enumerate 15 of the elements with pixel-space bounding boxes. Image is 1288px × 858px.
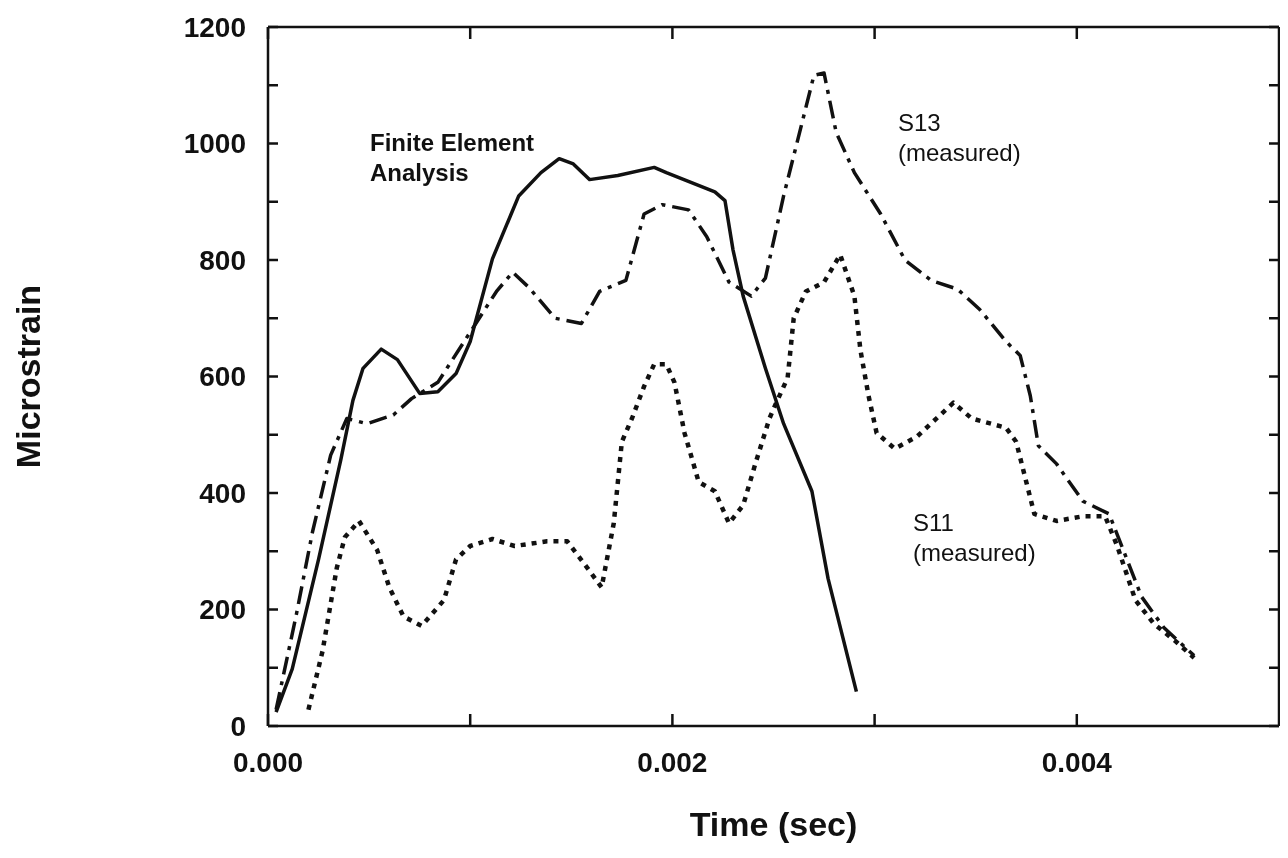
series-label: Finite Element Analysis xyxy=(370,128,536,188)
x-axis-title: Time (sec) xyxy=(689,805,858,843)
y-tick-label: 800 xyxy=(199,244,246,276)
y-axis-title: Microstrain xyxy=(9,284,48,469)
y-tick-label: 600 xyxy=(199,361,246,393)
y-tick-label: 1200 xyxy=(183,11,246,43)
x-tick-label: 0.004 xyxy=(1041,746,1113,778)
series-label: S11 (measured) xyxy=(913,508,1037,568)
y-tick-label: 1000 xyxy=(183,128,246,160)
y-tick-label: 0 xyxy=(230,710,246,742)
x-tick-label: 0.000 xyxy=(232,746,304,778)
y-tick-label: 400 xyxy=(199,477,246,509)
y-tick-label: 200 xyxy=(199,594,246,626)
x-tick-label: 0.002 xyxy=(637,746,708,778)
series-label: S13 (measured) xyxy=(898,108,1022,168)
